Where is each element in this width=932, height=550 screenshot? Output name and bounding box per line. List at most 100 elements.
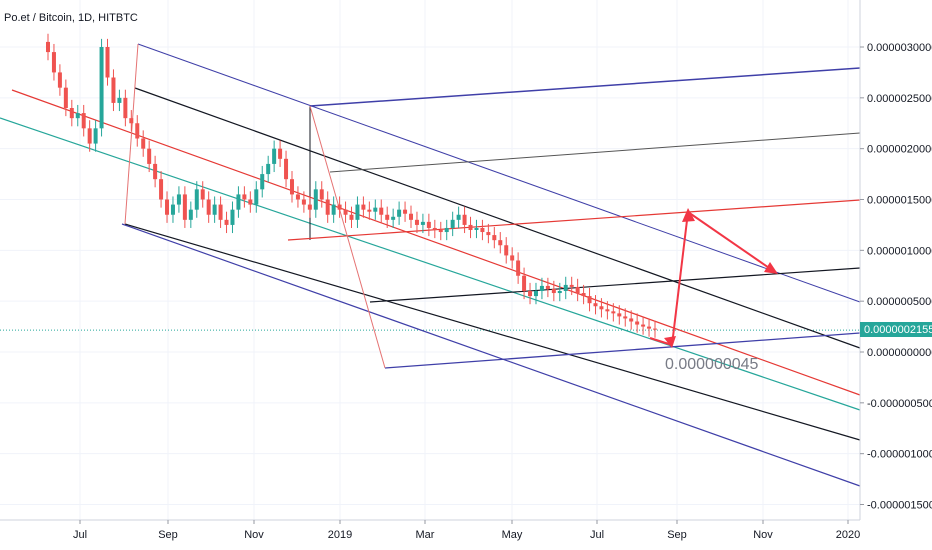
candle-body [563,284,568,291]
candle-body [349,214,354,220]
candle-body [420,221,425,225]
x-axis: Jul Sep Nov 2019 Mar May Jul Sep Nov 2020 [0,519,860,541]
candle-body [75,113,80,119]
y-tick-label: 0.0000005000 [867,296,932,308]
y-tick-label: 0.0000020000 [867,144,932,156]
candle-body [343,209,348,215]
trend-line-teal [0,117,861,411]
arrow-head-bottom [664,336,676,348]
candle-body [153,163,158,180]
candle-body [141,138,146,149]
candle-body [391,216,396,220]
candle-body [623,316,628,319]
candle-body [212,204,217,215]
fork2-base [309,105,386,369]
candle-body [593,303,598,307]
arrow-head-end [764,262,778,274]
y-tick-label: 0.0000010000 [867,245,932,257]
candle-body [426,221,431,228]
candle-body [492,235,497,241]
candle-body [456,214,461,220]
candle-body [605,309,610,312]
candles [46,33,657,338]
fork-upper-black [134,87,861,349]
candle-body [480,227,485,233]
candle-body [63,87,68,108]
current-price-tag: 0.0000002155 [860,322,932,337]
candle-body [474,227,479,230]
x-tick-label: Jul [590,529,604,541]
candle-body [641,324,646,327]
candle-body [230,209,235,225]
candle-body [450,219,455,228]
fork2-upper-blue [309,67,861,107]
candle-body [99,47,104,129]
candle-body [611,311,616,314]
candle-body [331,204,336,215]
candle-body [200,189,205,200]
candle-body [242,194,247,200]
chart-title: Po.et / Bitcoin, 1D, HITBTC [4,12,138,24]
candle-body [165,199,170,215]
fork2-median-red [287,199,861,241]
forecast-arrow-segment [687,211,776,273]
fork2-lower-blue [384,332,861,369]
candle-body [284,158,289,180]
candle-body [87,128,92,144]
candle-body [188,209,193,220]
y-tick-label: -0.0000005000 [867,398,932,410]
candle-body [504,245,509,256]
candle-body [557,291,562,294]
candle-body [69,108,74,119]
fork-lower-blue [121,223,861,487]
candle-body [510,255,515,261]
candle-body [533,291,538,297]
fork-upper-blue [137,43,861,303]
candle-body [325,199,330,215]
y-tick-label: 0.0000000000 [867,347,932,359]
fork2-lower-black [369,267,861,303]
candle-body [295,194,300,200]
candle-body [397,209,402,217]
candle-body [403,209,408,214]
candle-body [617,313,622,317]
candle-body [414,219,419,225]
candle-body [123,97,128,119]
x-tick-label: Mar [416,529,435,541]
fork2-upper-black [329,132,861,173]
candle-body [599,306,604,310]
candle-body [254,189,259,205]
candle-body [385,214,390,220]
candle-body [93,128,98,144]
candle-body [569,284,574,287]
candle-body [629,318,634,322]
candle-body [307,204,312,210]
candle-body [236,194,241,210]
x-tick-label: Jul [73,529,87,541]
candle-body [313,189,318,210]
candle-body [373,207,378,212]
candle-body [159,179,164,200]
fork-base-left [124,43,139,225]
candle-body [468,224,473,230]
candle-body [587,296,592,304]
candle-body [498,240,503,246]
candle-body [545,285,550,289]
y-axis: 0.0000030000 0.0000025000 0.0000020000 0.00… [859,0,932,520]
candle-body [486,232,491,236]
candle-body [105,47,110,78]
candle-body [46,41,50,53]
candle-body [194,189,199,210]
candle-body [278,148,283,159]
candle-body [272,148,277,164]
candle-body [206,199,211,215]
y-tick-label: 0.0000030000 [867,42,932,54]
forecast-arrows [649,208,778,348]
candle-body [409,213,414,220]
y-tick-label: -0.0000015000 [867,500,932,512]
fork-lower-black [124,223,861,441]
pitchfork-drawings [0,43,861,487]
candle-body [117,97,122,103]
x-tick-label: Nov [753,529,773,541]
